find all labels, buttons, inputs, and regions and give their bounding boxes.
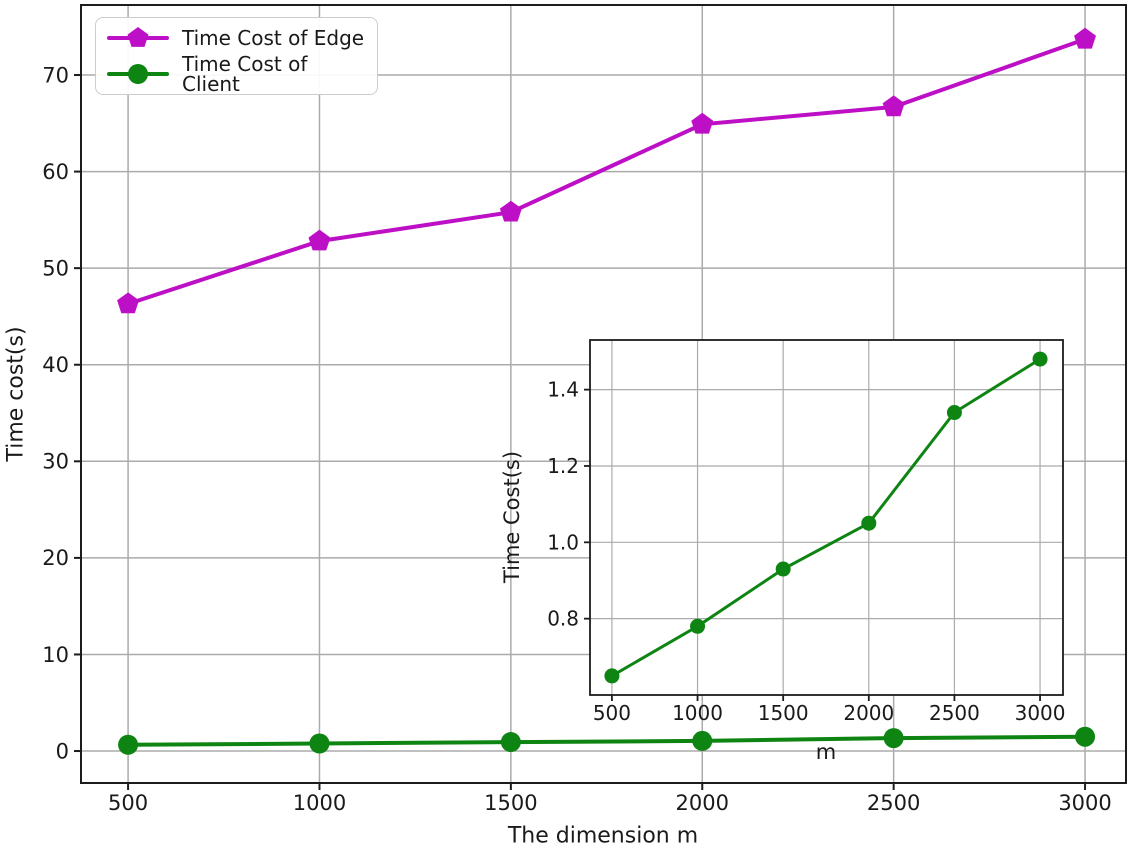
y-tick-label: 50	[42, 257, 69, 281]
time-cost-of-edge-marker	[1074, 27, 1096, 49]
time-cost-of-client-marker	[309, 733, 330, 754]
time-cost-of-client-marker	[861, 515, 877, 531]
time-cost-of-edge-marker	[882, 95, 905, 117]
inset-plot-border	[589, 339, 1064, 696]
y-tick-label: 30	[42, 450, 69, 474]
x-tick-label: 500	[108, 791, 148, 815]
edge-series-marker-icon	[107, 27, 169, 48]
x-tick-label: 1000	[293, 791, 346, 815]
legend: Time Cost of Edge Time Cost of Client	[95, 17, 378, 95]
x-tick-label: 500	[593, 701, 631, 725]
x-tick-label: 1500	[758, 701, 809, 725]
time-cost-of-client-marker	[1075, 726, 1096, 747]
legend-label-client: Time Cost of Client	[182, 51, 308, 96]
y-tick-label: 70	[42, 63, 69, 87]
time-cost-of-client-marker	[692, 730, 713, 751]
inset-y-axis-label: Time Cost(s)	[500, 450, 524, 584]
time-cost-of-client-marker	[500, 732, 521, 753]
main-y-axis-label: Time cost(s)	[3, 326, 29, 462]
time-cost-of-edge-marker	[691, 112, 714, 134]
x-tick-label: 2000	[843, 701, 894, 725]
x-tick-label: 2500	[867, 791, 920, 815]
legend-sample-marker	[128, 63, 148, 84]
time-cost-of-client-marker	[690, 618, 706, 634]
x-tick-label: 3000	[1058, 791, 1111, 815]
time-cost-of-client-marker	[775, 561, 791, 577]
time-cost-of-client-marker	[946, 405, 962, 421]
inset-x-axis-label: m	[815, 740, 837, 764]
main-x-axis-label: The dimension m	[507, 823, 699, 849]
y-tick-label: 20	[42, 546, 69, 570]
x-tick-label: 1000	[672, 701, 723, 725]
time-cost-of-edge-line	[126, 37, 1087, 306]
inset-plot-background	[590, 340, 1063, 695]
legend-item-edge: Time Cost of Edge	[106, 21, 367, 55]
client-series-marker-icon	[107, 63, 169, 84]
inset-plot: 500 1000 1500 2000 2500 3000 0.8 1.0 1.2 1.4	[547, 339, 1066, 725]
y-tick-label: 1.4	[547, 378, 579, 402]
time-cost-of-client-marker	[1032, 351, 1048, 367]
y-tick-label: 0.8	[547, 607, 579, 631]
time-cost-of-client-marker	[883, 728, 904, 749]
y-tick-label: 1.2	[547, 454, 579, 478]
time-cost-of-client-marker	[604, 668, 620, 684]
time-cost-of-client-line	[126, 734, 1087, 747]
time-cost-of-edge-marker	[499, 200, 522, 222]
x-tick-label: 3000	[1015, 701, 1066, 725]
time-cost-of-client-line	[610, 357, 1042, 678]
legend-label-edge: Time Cost of Edge	[182, 26, 365, 51]
y-tick-label: 60	[42, 160, 69, 184]
time-cost-of-edge-marker	[117, 292, 139, 314]
y-tick-label: 1.0	[547, 530, 579, 554]
x-tick-label: 2500	[929, 701, 980, 725]
main-plot-border	[80, 4, 1127, 784]
y-tick-label: 0	[56, 739, 69, 763]
time-cost-of-client-marker	[118, 734, 139, 755]
y-tick-label: 40	[42, 353, 69, 377]
legend-item-client: Time Cost of Client	[106, 51, 367, 96]
y-tick-label: 10	[42, 643, 69, 667]
time-cost-of-edge-marker	[308, 229, 331, 251]
legend-sample-marker	[127, 27, 149, 48]
x-tick-label: 2000	[676, 791, 729, 815]
x-tick-label: 1500	[484, 791, 537, 815]
main-plot: 500 1000 1500 2000 2500 3000 0 10 20 30 40 50 60 70	[42, 4, 1127, 815]
